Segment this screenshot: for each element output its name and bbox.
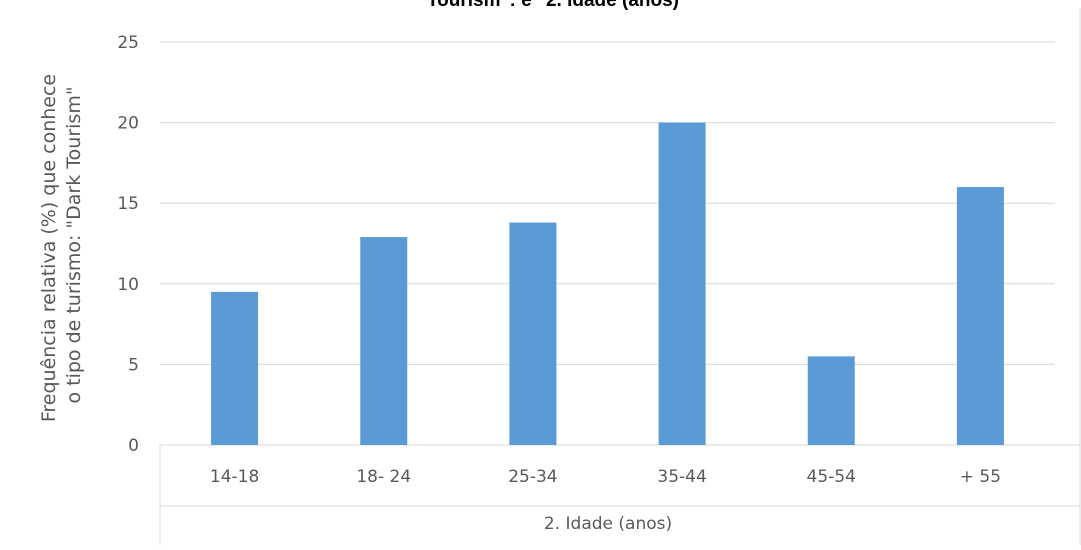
bar-1	[211, 291, 259, 445]
bars	[211, 122, 1004, 445]
x-tick-label: 14-18	[210, 467, 259, 487]
x-tick-label: 45-54	[807, 467, 856, 487]
bar-4	[658, 122, 706, 445]
y-tick-label: 20	[117, 114, 139, 134]
x-tick-label: 25-34	[508, 467, 557, 487]
y-axis-label-line-1: Frequência relativa (%) que conhece	[38, 74, 60, 422]
y-tick-label: 15	[117, 194, 139, 214]
y-axis-ticks: 0 5 10 15 20 25	[117, 33, 139, 456]
bar-6	[956, 187, 1004, 445]
bar-3	[509, 222, 557, 445]
y-axis-label: Frequência relativa (%) que conhece o ti…	[38, 68, 85, 422]
x-tick-label: 18- 24	[356, 467, 411, 487]
x-axis-ticks: 14-18 18- 24 25-34 35-44 45-54 + 55	[210, 467, 1001, 487]
x-axis-label: 2. Idade (anos)	[544, 514, 672, 534]
bar-5	[807, 356, 855, 445]
y-axis-label-line-2: o tipo de turismo: "Dark Tourism"	[63, 86, 85, 403]
axis-frame	[159, 8, 1081, 545]
x-tick-label: 35-44	[657, 467, 706, 487]
y-tick-label: 5	[128, 355, 139, 375]
y-tick-label: 25	[117, 33, 139, 53]
y-tick-label: 0	[128, 436, 139, 456]
x-tick-label: + 55	[960, 467, 1001, 487]
y-tick-label: 10	[117, 275, 139, 295]
chart-title: Tourism": e "2. Idade (anos)	[427, 0, 679, 11]
gridlines	[160, 41, 1055, 365]
bar-2	[360, 237, 408, 445]
